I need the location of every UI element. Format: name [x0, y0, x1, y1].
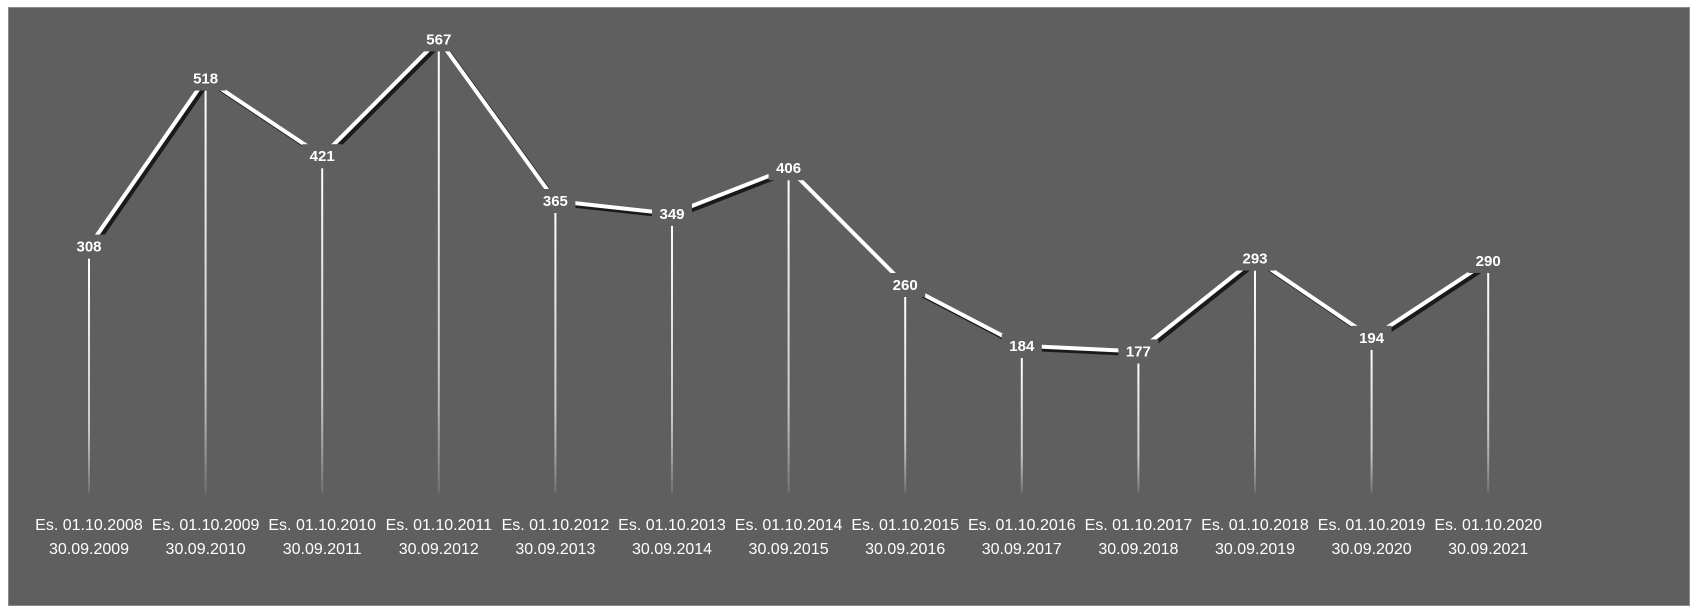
- drop-line: [1020, 357, 1023, 493]
- data-label-bg: [1351, 325, 1392, 350]
- drop-line: [1487, 273, 1490, 493]
- drop-line: [1370, 349, 1373, 493]
- data-label-bg: [1001, 333, 1042, 358]
- line-segment: [203, 76, 325, 159]
- data-label: 421: [310, 148, 335, 165]
- line-segment: [1253, 256, 1374, 340]
- data-label: 194: [1359, 330, 1385, 347]
- data-label-bg: [885, 273, 926, 297]
- data-label-bg: [69, 234, 109, 259]
- drop-line: [204, 90, 207, 493]
- data-label: 290: [1476, 253, 1501, 270]
- data-label: 349: [659, 206, 684, 223]
- drop-lines: [88, 51, 1490, 494]
- x-tick-label: Es. 01.10.2011 30.09.2012: [386, 517, 493, 558]
- data-label-bg: [1118, 339, 1159, 364]
- data-label-bg: [302, 144, 343, 169]
- data-label: 567: [426, 31, 451, 48]
- drop-line: [787, 180, 790, 493]
- x-tick-label: Es. 01.10.2016 30.09.2017: [968, 517, 1076, 558]
- data-label-bg: [768, 156, 809, 181]
- x-tick-label: Es. 01.10.2013 30.09.2014: [618, 517, 726, 558]
- line-segment-shadow: [90, 79, 211, 252]
- drop-line: [321, 168, 324, 493]
- drop-line: [671, 225, 673, 494]
- line-segment: [87, 76, 208, 249]
- x-tick-label: Es. 01.10.2014 30.09.2015: [735, 517, 843, 558]
- data-label-bg: [1235, 246, 1275, 271]
- x-tick-label: Es. 01.10.2019 30.09.2020: [1318, 517, 1426, 558]
- data-label-bg: [652, 201, 692, 226]
- drop-line: [904, 297, 907, 493]
- x-tick-label: Es. 01.10.2010 30.09.2011: [268, 517, 376, 558]
- chart-area: 308 518 421 567 365 349 406 260 184 177 293 194 290 …: [8, 7, 1690, 606]
- data-label: 365: [543, 193, 568, 210]
- data-label-bg: [535, 189, 576, 213]
- data-label-bg: [418, 27, 459, 52]
- data-label: 293: [1242, 251, 1267, 268]
- line-segment-shadow: [1372, 262, 1494, 343]
- data-label: 184: [1009, 338, 1035, 355]
- drop-line: [1254, 270, 1256, 493]
- data-label: 260: [893, 277, 918, 294]
- data-label: 177: [1126, 343, 1151, 360]
- x-tick-label: Es. 01.10.2008 30.09.2009: [35, 517, 143, 558]
- line-segment: [786, 166, 908, 287]
- drop-line: [88, 258, 90, 493]
- data-label: 406: [776, 160, 801, 177]
- x-tick-label: Es. 01.10.2015 30.09.2016: [851, 517, 959, 558]
- line-segment: [1369, 259, 1491, 340]
- data-label: 308: [76, 239, 101, 256]
- line-segment: [320, 37, 441, 159]
- data-label: 518: [193, 71, 218, 88]
- line-segment-shadow: [323, 40, 444, 162]
- x-tick-label: Es. 01.10.2020 30.09.2021: [1434, 517, 1542, 558]
- drop-line: [437, 51, 440, 494]
- line-segment: [1136, 256, 1257, 354]
- drop-line: [1137, 363, 1140, 493]
- line-segment: [436, 37, 558, 203]
- x-tick-label: Es. 01.10.2018 30.09.2019: [1201, 517, 1309, 558]
- x-tick-label: Es. 01.10.2012 30.09.2013: [502, 517, 610, 558]
- x-tick-label: Es. 01.10.2017 30.09.2018: [1085, 517, 1193, 558]
- x-tick-label: Es. 01.10.2009 30.09.2010: [152, 517, 260, 558]
- drop-line: [554, 213, 557, 493]
- line-segment-shadow: [1139, 259, 1260, 357]
- data-label-bg: [185, 66, 226, 91]
- series-line: [87, 37, 1494, 357]
- data-label-bg: [1468, 249, 1509, 273]
- data-labels: 308 518 421 567 365 349 406 260 184 177 293 194 290: [69, 27, 1509, 364]
